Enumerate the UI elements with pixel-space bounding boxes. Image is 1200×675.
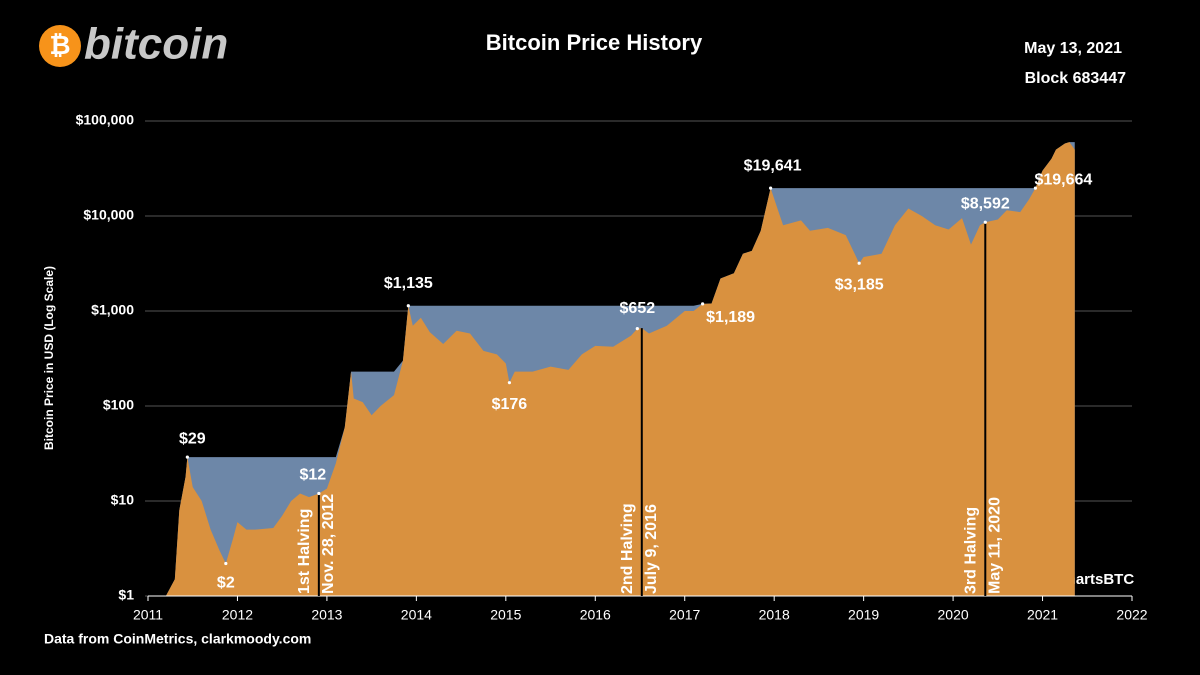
annotation-point <box>983 220 987 224</box>
y-tick-label: $10,000 <box>83 207 134 223</box>
y-tick-label: $100 <box>103 397 134 413</box>
annotation-label: $176 <box>492 396 528 413</box>
date: May 13, 2021 <box>1024 40 1122 57</box>
logo-icon <box>39 25 81 67</box>
x-tick-label: 2014 <box>401 607 432 623</box>
annotation-label: $1,135 <box>384 275 433 292</box>
y-axis-label: Bitcoin Price in USD (Log Scale) <box>42 266 56 450</box>
halving-label: 3rd Halving May 11, 2020 <box>963 497 1004 594</box>
x-tick-label: 2018 <box>759 607 790 623</box>
y-tick-label: $10 <box>111 492 135 508</box>
credit: ChartsBTC <box>1056 571 1135 588</box>
source: Data from CoinMetrics, clarkmoody.com <box>44 631 311 647</box>
halving-label: 1st Halving Nov. 28, 2012 <box>296 494 337 594</box>
x-tick-label: 2017 <box>669 607 700 623</box>
logo-symbol: ₿ <box>49 30 70 60</box>
x-tick-label: 2016 <box>580 607 611 623</box>
y-tick-label: $1,000 <box>91 302 134 318</box>
price-area <box>148 142 1075 597</box>
annotation-label: $652 <box>620 300 656 317</box>
x-tick-label: 2022 <box>1116 607 1147 623</box>
annotation-label: $19,641 <box>744 157 802 174</box>
annotation-label: $3,185 <box>835 276 884 293</box>
annotation-point <box>507 381 511 385</box>
chart-title: Bitcoin Price History <box>486 30 703 55</box>
annotation-label: $1,189 <box>706 309 755 326</box>
annotation-point <box>769 186 773 190</box>
annotation-point <box>1033 186 1037 190</box>
x-tick-label: 2020 <box>938 607 969 623</box>
x-tick-label: 2013 <box>311 607 342 623</box>
annotation-label: $29 <box>179 430 206 447</box>
annotation-label: $19,664 <box>1034 171 1092 188</box>
halving-name: 2nd Halving <box>619 503 636 594</box>
annotation-point <box>701 302 705 306</box>
annotation-point <box>185 455 189 459</box>
y-tick-label: $100,000 <box>76 112 135 128</box>
halving-label: 2nd Halving July 9, 2016 <box>619 503 660 594</box>
halving-name: 1st Halving <box>296 509 313 594</box>
x-tick-label: 2021 <box>1027 607 1058 623</box>
annotation-label: $12 <box>300 467 327 484</box>
block: Block 683447 <box>1025 70 1127 87</box>
annotation-label: $8,592 <box>961 195 1010 212</box>
x-tick-label: 2012 <box>222 607 253 623</box>
halving-name: 3rd Halving <box>963 507 980 594</box>
logo-text: bitcoin <box>84 20 228 69</box>
x-tick-label: 2015 <box>490 607 521 623</box>
halving-date: July 9, 2016 <box>643 504 660 594</box>
annotation-point <box>224 561 228 566</box>
halving-date: Nov. 28, 2012 <box>320 494 337 594</box>
y-tick-label: $1 <box>118 587 134 603</box>
annotation-point <box>406 304 410 308</box>
x-tick-label: 2019 <box>848 607 879 623</box>
annotation-point <box>857 261 861 265</box>
annotation-label: $2 <box>217 575 235 592</box>
x-tick-label: 2011 <box>133 607 163 623</box>
halving-date: May 11, 2020 <box>987 497 1004 594</box>
annotation-point <box>317 491 321 496</box>
annotation-point <box>635 327 639 331</box>
